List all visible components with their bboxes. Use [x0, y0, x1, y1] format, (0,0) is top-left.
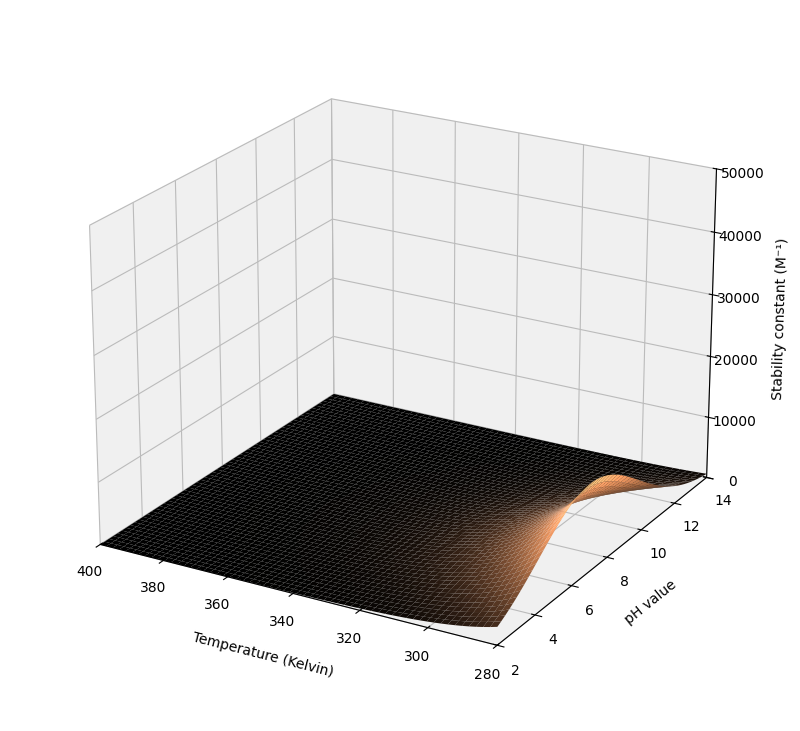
Y-axis label: pH value: pH value — [622, 577, 679, 627]
X-axis label: Temperature (Kelvin): Temperature (Kelvin) — [190, 631, 334, 680]
